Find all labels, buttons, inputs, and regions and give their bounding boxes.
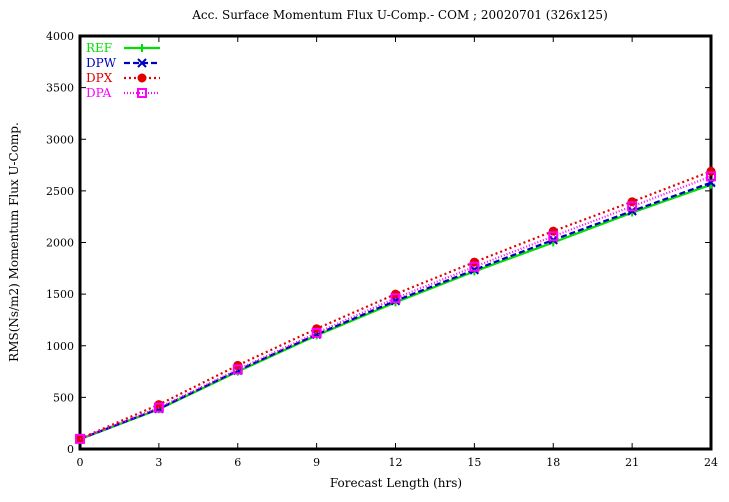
chart-title: Acc. Surface Momentum Flux U-Comp.- COM … <box>191 8 608 22</box>
data-point-dpa <box>706 171 716 182</box>
x-tick-label: 15 <box>467 456 481 469</box>
y-tick-label: 3500 <box>46 82 74 95</box>
data-point-dpa <box>469 261 480 272</box>
data-point-dpa <box>75 433 85 444</box>
data-point-dpa <box>153 402 164 413</box>
data-point-dpa <box>232 364 243 375</box>
legend-label-ref: REF <box>86 41 112 55</box>
data-point-dpa <box>627 201 638 212</box>
y-axis-label: RMS(Ns/m2) Momentum Flux U-Comp. <box>7 122 21 362</box>
legend-marker-dpa <box>137 88 147 98</box>
legend-label-dpa: DPA <box>86 86 112 100</box>
x-tick-label: 6 <box>234 456 241 469</box>
series-line-dpx <box>79 170 712 440</box>
data-point-dpa <box>390 293 401 304</box>
x-tick-label: 3 <box>155 456 162 469</box>
y-tick-label: 2000 <box>46 237 74 250</box>
legend-label-dpw: DPW <box>86 56 117 70</box>
legend-marker-dpx <box>137 73 147 83</box>
legend-marker-ref <box>138 44 146 52</box>
plot-frame <box>78 34 713 451</box>
data-point-dpx <box>548 226 558 236</box>
x-tick-label: 12 <box>389 456 403 469</box>
series-line-dpa <box>79 175 712 440</box>
y-tick-label: 3000 <box>46 133 74 146</box>
legend-label-dpx: DPX <box>86 71 113 85</box>
x-tick-label: 0 <box>77 456 84 469</box>
y-tick-label: 0 <box>67 443 74 456</box>
plot-area: 0 3 6 9 12 15 18 21 24 0 500 1000 1500 2000 2500 3000 35… <box>46 30 718 469</box>
data-point-dpx <box>706 166 716 176</box>
x-tick-label: 24 <box>704 456 718 469</box>
y-tick-label: 1500 <box>46 288 74 301</box>
x-tick-label: 21 <box>625 456 639 469</box>
x-tick-label: 9 <box>313 456 320 469</box>
y-tick-label: 1000 <box>46 340 74 353</box>
y-tick-label: 2500 <box>46 185 74 198</box>
y-tick-label: 4000 <box>46 30 74 43</box>
x-tick-label: 18 <box>546 456 560 469</box>
legend-marker-dpw <box>137 58 147 68</box>
x-axis-label: Forecast Length (hrs) <box>330 476 462 490</box>
y-tick-label: 500 <box>53 391 74 404</box>
data-point-dpa <box>548 231 559 242</box>
data-point-dpa <box>311 327 322 338</box>
